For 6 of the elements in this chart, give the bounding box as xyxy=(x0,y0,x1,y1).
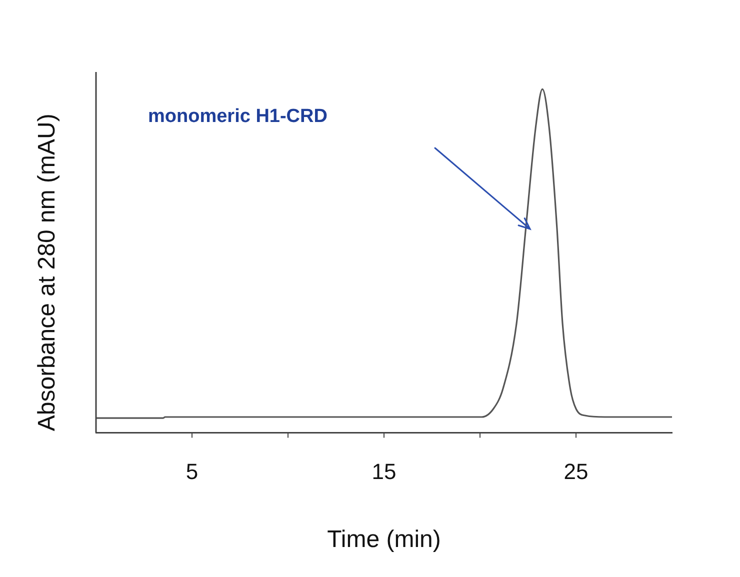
annotation: monomeric H1-CRD xyxy=(148,106,328,128)
x-tick-label: 15 xyxy=(372,459,396,484)
y-axis-title: Absorbance at 280 nm (mAU) xyxy=(34,114,61,432)
x-axis-title: Time (min) xyxy=(327,526,441,554)
x-tick-label: 25 xyxy=(564,459,588,484)
x-tick-label: 5 xyxy=(186,459,198,484)
